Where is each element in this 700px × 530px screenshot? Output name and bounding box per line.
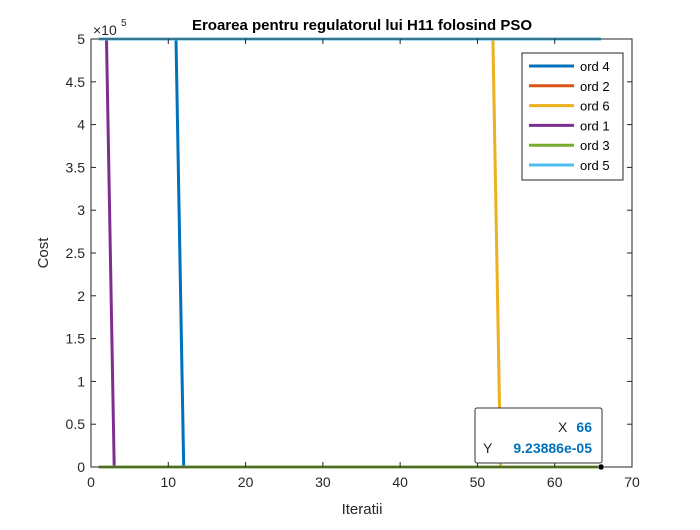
y-tick-label: 0.5: [66, 416, 86, 432]
x-tick-label: 30: [315, 474, 331, 490]
x-tick-label: 0: [87, 474, 95, 490]
datatip-x-value: 66: [576, 419, 592, 435]
legend-label: ord 3: [580, 138, 610, 153]
y-tick-label: 4: [77, 117, 85, 133]
x-tick-label: 10: [160, 474, 176, 490]
y-exponent-base: ×10: [93, 22, 117, 38]
x-tick-label: 60: [547, 474, 563, 490]
y-tick-label: 4.5: [66, 74, 86, 90]
y-tick-label: 5: [77, 31, 85, 47]
datatip-marker-layer: [597, 463, 605, 471]
chart-title: Eroarea pentru regulatorul lui H11 folos…: [192, 17, 532, 34]
x-axis-ticks: 0 10 20 30 40 50 60 70: [87, 39, 640, 490]
x-tick-label: 50: [470, 474, 486, 490]
legend-label: ord 1: [580, 118, 610, 133]
datatip[interactable]: X 66 Y 9.23886e-05: [474, 407, 605, 471]
legend[interactable]: ord 4 ord 2 ord 6 ord 1 ord 3 ord 5: [521, 52, 624, 181]
x-tick-label: 20: [238, 474, 254, 490]
y-tick-label: 3: [77, 202, 85, 218]
y-tick-label: 1: [77, 373, 85, 389]
legend-label: ord 4: [580, 59, 610, 74]
x-tick-label: 40: [392, 474, 408, 490]
y-exponent: ×10 5: [93, 18, 127, 38]
y-tick-label: 2.5: [66, 245, 86, 261]
datatip-y-value: 9.23886e-05: [513, 440, 592, 456]
y-exponent-power: 5: [121, 18, 127, 29]
y-tick-label: 2: [77, 288, 85, 304]
y-axis-label: Cost: [35, 237, 52, 269]
datatip-marker[interactable]: [597, 463, 605, 471]
legend-box: [521, 52, 624, 181]
datatip-y-label: Y: [483, 440, 493, 456]
y-tick-label: 0: [77, 459, 85, 475]
legend-label: ord 5: [580, 158, 610, 173]
y-tick-label: 1.5: [66, 331, 86, 347]
legend-label: ord 6: [580, 99, 610, 114]
datatip-box: [474, 407, 603, 464]
y-axis-ticks: 0 0.5 1 1.5 2 2.5 3 3.5 4 4.5 5: [66, 31, 632, 475]
x-tick-label: 70: [624, 474, 640, 490]
y-tick-label: 3.5: [66, 159, 86, 175]
datatip-x-label: X: [558, 419, 568, 435]
x-axis-label: Iteratii: [342, 501, 383, 518]
legend-label: ord 2: [580, 79, 610, 94]
